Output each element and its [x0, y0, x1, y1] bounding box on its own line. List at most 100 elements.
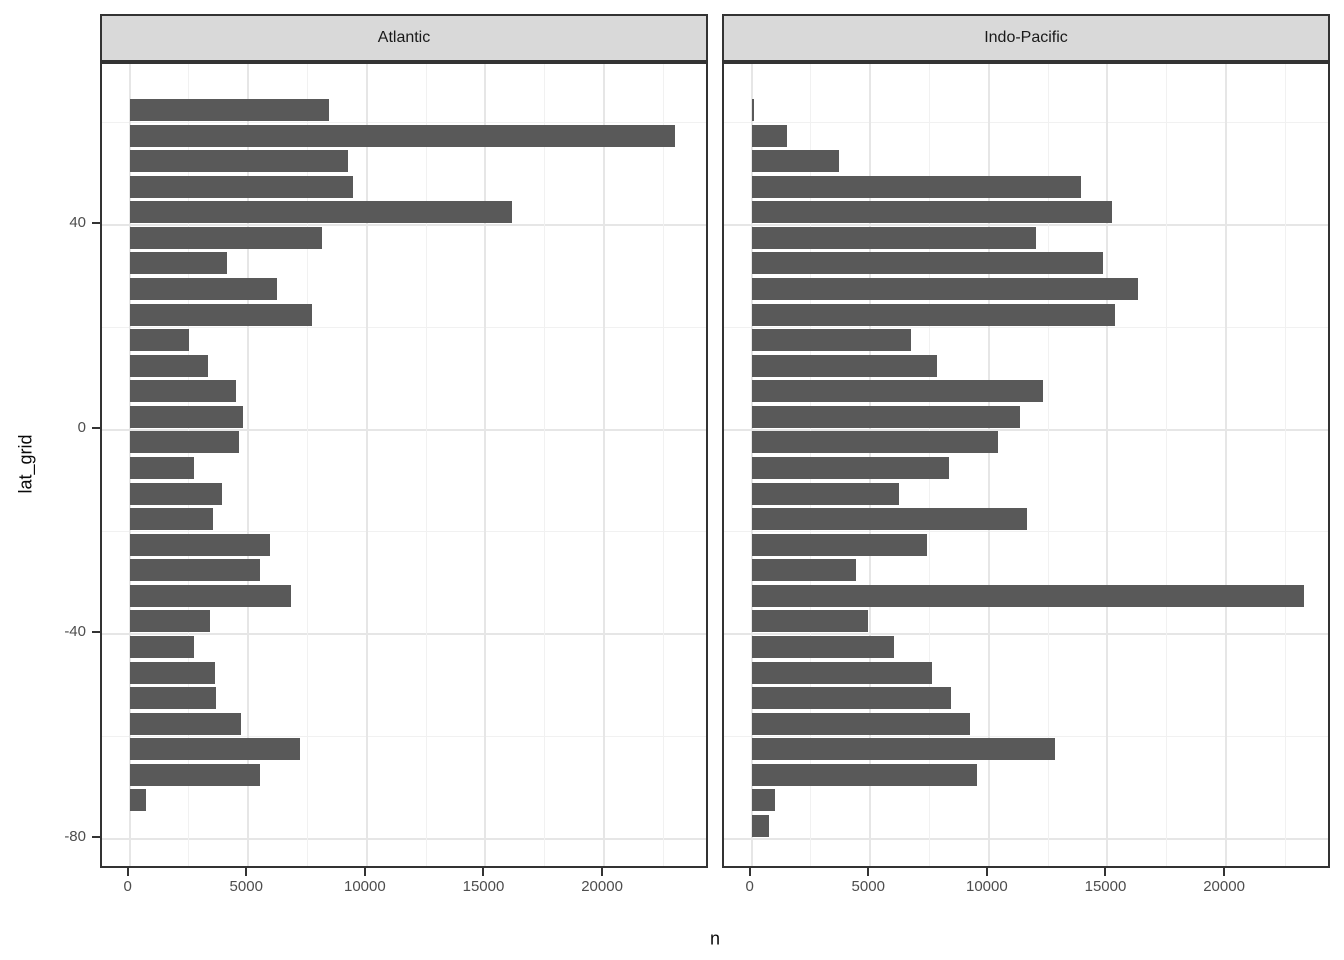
- bar: [129, 303, 313, 326]
- bar: [129, 738, 301, 761]
- grid-major-v: [1106, 64, 1109, 866]
- grid-minor-v: [1166, 64, 1168, 866]
- bar: [751, 329, 911, 352]
- grid-major-v: [247, 64, 250, 866]
- grid-major-v: [365, 64, 368, 866]
- bar: [751, 457, 949, 480]
- bar: [129, 226, 322, 249]
- bar: [129, 584, 291, 607]
- facet-strip-label: Indo-Pacific: [984, 29, 1068, 46]
- grid-minor-h: [724, 531, 1328, 533]
- x-tick-label: 0: [123, 878, 132, 895]
- bar: [129, 354, 208, 377]
- bar: [129, 661, 216, 684]
- x-tick-label: 10000: [343, 878, 386, 895]
- bar: [129, 252, 227, 275]
- x-tick-mark: [482, 868, 485, 876]
- bar: [129, 124, 676, 147]
- grid-minor-h: [102, 326, 706, 328]
- grid-major-h: [724, 224, 1328, 227]
- x-tick-mark: [867, 868, 870, 876]
- bar: [751, 124, 788, 147]
- bar: [751, 610, 868, 633]
- x-tick-label: 5000: [229, 878, 263, 895]
- y-tick-label: -80: [64, 827, 86, 845]
- x-tick-mark: [601, 868, 604, 876]
- grid-major-h: [102, 837, 706, 840]
- bar: [129, 405, 244, 428]
- bar: [751, 763, 977, 786]
- grid-minor-v: [1284, 64, 1286, 866]
- grid-minor-v: [662, 64, 664, 866]
- bar: [751, 687, 951, 710]
- bar: [129, 636, 194, 659]
- facet-strip-label: Atlantic: [377, 29, 431, 46]
- bar: [129, 508, 213, 531]
- grid-minor-h: [102, 736, 706, 738]
- bar: [751, 789, 776, 812]
- x-tick-mark: [1223, 868, 1226, 876]
- bar: [751, 303, 1115, 326]
- y-tick-label: 0: [77, 418, 86, 436]
- bar: [129, 175, 353, 198]
- grid-major-v: [1225, 64, 1228, 866]
- bar: [751, 252, 1103, 275]
- bar: [751, 661, 932, 684]
- x-tick-label: 20000: [1203, 878, 1245, 895]
- grid-minor-h: [102, 531, 706, 533]
- grid-minor-v: [1047, 64, 1049, 866]
- bar: [129, 431, 239, 454]
- y-tick-mark: [92, 222, 100, 225]
- bar: [751, 278, 1139, 301]
- x-tick-label: 0: [745, 878, 754, 895]
- bar: [129, 99, 329, 122]
- bar: [129, 610, 211, 633]
- bar: [751, 354, 937, 377]
- grid-major-h: [102, 633, 706, 636]
- bar: [129, 457, 194, 480]
- grid-major-h: [102, 428, 706, 431]
- bar: [129, 712, 242, 735]
- bar: [129, 533, 270, 556]
- bar: [751, 559, 856, 582]
- bar: [751, 431, 999, 454]
- bar: [129, 150, 348, 173]
- x-tick-mark: [985, 868, 988, 876]
- grid-major-h: [102, 224, 706, 227]
- x-axis-title: n: [709, 928, 721, 949]
- bar: [751, 482, 899, 505]
- x-tick-mark: [748, 868, 751, 876]
- x-tick-label: 15000: [1084, 878, 1127, 895]
- bar: [751, 712, 970, 735]
- y-tick-mark: [92, 835, 100, 838]
- x-tick-label: 15000: [462, 878, 505, 895]
- grid-major-h: [724, 837, 1328, 840]
- grid-minor-v: [544, 64, 546, 866]
- grid-major-v: [603, 64, 606, 866]
- grid-minor-v: [307, 64, 309, 866]
- x-tick-label: 20000: [581, 878, 623, 895]
- bar: [751, 405, 1020, 428]
- y-tick-mark: [92, 426, 100, 429]
- bar: [129, 763, 261, 786]
- grid-minor-h: [724, 122, 1328, 124]
- bar: [129, 789, 147, 812]
- y-tick-label: -40: [64, 623, 86, 641]
- x-tick-mark: [363, 868, 366, 876]
- grid-minor-h: [102, 122, 706, 124]
- x-tick-mark: [245, 868, 248, 876]
- bar: [751, 175, 1082, 198]
- grid-minor-h: [724, 736, 1328, 738]
- x-tick-mark: [1104, 868, 1107, 876]
- bar: [751, 584, 1305, 607]
- bar: [751, 508, 1027, 531]
- facet-panel: [100, 62, 708, 868]
- y-tick-label: 40: [69, 214, 86, 232]
- bar: [751, 380, 1044, 403]
- y-axis-title: lat_grid: [15, 434, 36, 494]
- bar: [751, 150, 840, 173]
- bar: [129, 329, 189, 352]
- bar: [751, 226, 1037, 249]
- grid-major-h: [724, 633, 1328, 636]
